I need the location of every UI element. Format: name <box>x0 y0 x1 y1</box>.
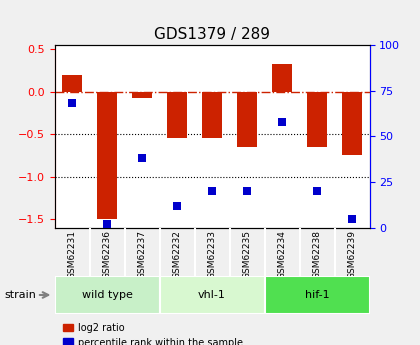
Point <box>209 188 215 194</box>
Bar <box>342 92 362 155</box>
Text: GSM62235: GSM62235 <box>243 230 252 279</box>
Point <box>139 156 145 161</box>
Text: GSM62234: GSM62234 <box>278 230 286 279</box>
Point <box>279 119 286 125</box>
Title: GDS1379 / 289: GDS1379 / 289 <box>154 27 270 42</box>
Point <box>104 221 110 227</box>
Bar <box>202 92 222 138</box>
Text: hif-1: hif-1 <box>305 290 329 300</box>
FancyBboxPatch shape <box>160 276 265 314</box>
Text: vhl-1: vhl-1 <box>198 290 226 300</box>
Text: GSM62238: GSM62238 <box>312 230 322 279</box>
Text: GSM62237: GSM62237 <box>138 230 147 279</box>
Point <box>244 188 250 194</box>
Bar <box>273 65 292 92</box>
Point <box>174 203 181 208</box>
Point <box>314 188 320 194</box>
Bar <box>132 92 152 98</box>
Text: GSM62232: GSM62232 <box>173 230 181 279</box>
Point <box>69 101 76 106</box>
Point <box>349 216 355 221</box>
Legend: log2 ratio, percentile rank within the sample: log2 ratio, percentile rank within the s… <box>60 319 247 345</box>
Text: wild type: wild type <box>81 290 133 300</box>
Bar <box>307 92 327 147</box>
Text: GSM62231: GSM62231 <box>68 230 76 279</box>
Text: GSM62233: GSM62233 <box>207 230 217 279</box>
Bar <box>168 92 187 138</box>
FancyBboxPatch shape <box>55 276 160 314</box>
Text: GSM62236: GSM62236 <box>102 230 112 279</box>
Text: strain: strain <box>4 290 36 300</box>
Bar <box>97 92 117 219</box>
Text: GSM62239: GSM62239 <box>348 230 357 279</box>
Bar <box>237 92 257 147</box>
Bar <box>63 75 82 92</box>
FancyBboxPatch shape <box>265 276 370 314</box>
